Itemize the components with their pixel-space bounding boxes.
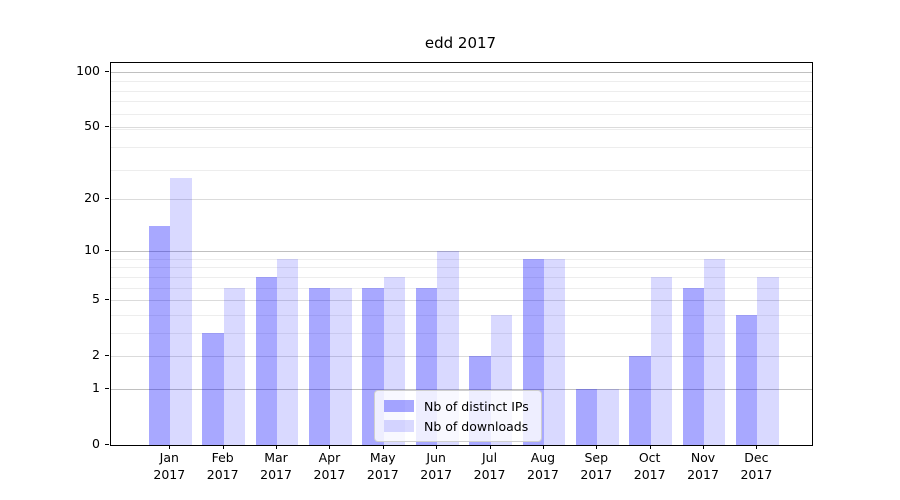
legend-item: Nb of downloads bbox=[384, 417, 529, 435]
y-tick-mark bbox=[105, 299, 109, 301]
bar-distinct-ips bbox=[736, 314, 758, 445]
bar-distinct-ips bbox=[255, 276, 278, 445]
bar-downloads bbox=[650, 276, 673, 445]
gridline bbox=[111, 126, 812, 128]
gridline bbox=[111, 71, 812, 73]
bar-distinct-ips bbox=[309, 287, 331, 445]
x-tick-label: Jan 2017 bbox=[153, 450, 186, 482]
y-tick-label: 10 bbox=[84, 242, 100, 258]
legend: Nb of distinct IPs Nb of downloads bbox=[374, 390, 542, 442]
legend-swatch-downloads bbox=[384, 420, 414, 432]
x-tick-label: Mar 2017 bbox=[260, 450, 292, 482]
x-tick-label: Aug 2017 bbox=[527, 450, 559, 482]
y-tick-mark bbox=[105, 387, 109, 389]
x-tick-mark bbox=[542, 445, 544, 449]
x-tick-mark bbox=[489, 445, 491, 449]
x-tick-mark bbox=[436, 445, 438, 449]
x-tick-label: Dec 2017 bbox=[740, 450, 773, 482]
bar-downloads bbox=[170, 178, 192, 445]
chart-title: edd 2017 bbox=[424, 34, 497, 52]
bar-distinct-ips bbox=[575, 388, 598, 445]
y-tick-mark bbox=[105, 197, 109, 199]
gridline-minor bbox=[111, 101, 812, 103]
gridline-minor bbox=[111, 169, 812, 171]
gridline-minor bbox=[111, 90, 812, 92]
y-tick-mark bbox=[105, 70, 109, 72]
y-tick-label: 20 bbox=[84, 189, 100, 205]
gridline-minor bbox=[111, 267, 812, 269]
gridline bbox=[111, 300, 812, 302]
bar-distinct-ips bbox=[148, 225, 171, 445]
gridline bbox=[111, 251, 812, 253]
legend-item: Nb of distinct IPs bbox=[384, 397, 529, 415]
x-tick-label: Apr 2017 bbox=[313, 450, 346, 482]
x-tick-mark bbox=[756, 445, 758, 449]
gridline-minor bbox=[111, 81, 812, 83]
gridline-minor bbox=[111, 276, 812, 278]
gridline bbox=[111, 388, 812, 390]
gridline-minor bbox=[111, 128, 812, 130]
bar-distinct-ips bbox=[202, 332, 224, 445]
x-tick-mark bbox=[382, 445, 384, 449]
bar-downloads bbox=[330, 287, 352, 445]
x-tick-label: Sep 2017 bbox=[580, 450, 613, 482]
gridline-minor bbox=[111, 113, 812, 115]
y-tick-label: 100 bbox=[76, 62, 100, 78]
y-tick-label: 5 bbox=[92, 291, 100, 307]
x-tick-label: Jun 2017 bbox=[420, 450, 453, 482]
gridline bbox=[111, 356, 812, 358]
x-tick-mark bbox=[329, 445, 331, 449]
bar-downloads bbox=[543, 258, 566, 445]
y-tick-label: 50 bbox=[84, 117, 100, 133]
x-tick-label: Oct 2017 bbox=[633, 450, 666, 482]
x-tick-mark bbox=[222, 445, 224, 449]
gridline bbox=[111, 198, 812, 200]
x-tick-mark bbox=[596, 445, 598, 449]
bar-downloads bbox=[277, 258, 299, 445]
legend-swatch-distinct-ips bbox=[384, 400, 414, 412]
legend-label: Nb of downloads bbox=[424, 418, 529, 434]
y-tick-label: 2 bbox=[92, 347, 100, 363]
x-tick-label: Nov 2017 bbox=[687, 450, 719, 482]
y-tick-mark bbox=[105, 355, 109, 357]
x-tick-label: Jul 2017 bbox=[473, 450, 506, 482]
x-tick-label: May 2017 bbox=[366, 450, 399, 482]
bar-distinct-ips bbox=[629, 356, 651, 445]
bar-downloads bbox=[597, 388, 619, 445]
y-tick-mark bbox=[105, 125, 109, 127]
x-tick-label: Feb 2017 bbox=[206, 450, 239, 482]
bar-downloads bbox=[704, 258, 726, 445]
x-tick-mark bbox=[169, 445, 171, 449]
gridline-minor bbox=[111, 258, 812, 260]
bar-downloads bbox=[223, 287, 246, 445]
y-tick-label: 0 bbox=[92, 436, 100, 451]
legend-label: Nb of distinct IPs bbox=[424, 398, 529, 414]
y-tick-mark bbox=[105, 444, 109, 445]
bar-downloads bbox=[757, 276, 779, 445]
x-tick-mark bbox=[703, 445, 705, 449]
y-tick-label: 1 bbox=[92, 379, 100, 395]
gridline-minor bbox=[111, 146, 812, 148]
y-tick-mark bbox=[105, 250, 109, 252]
gridline-minor bbox=[111, 314, 812, 316]
plot-area: Nb of distinct IPs Nb of downloads bbox=[110, 62, 813, 446]
x-tick-mark bbox=[276, 445, 278, 449]
bar-distinct-ips bbox=[682, 287, 705, 445]
gridline-minor bbox=[111, 287, 812, 289]
x-tick-mark bbox=[649, 445, 651, 449]
gridline-minor bbox=[111, 332, 812, 334]
